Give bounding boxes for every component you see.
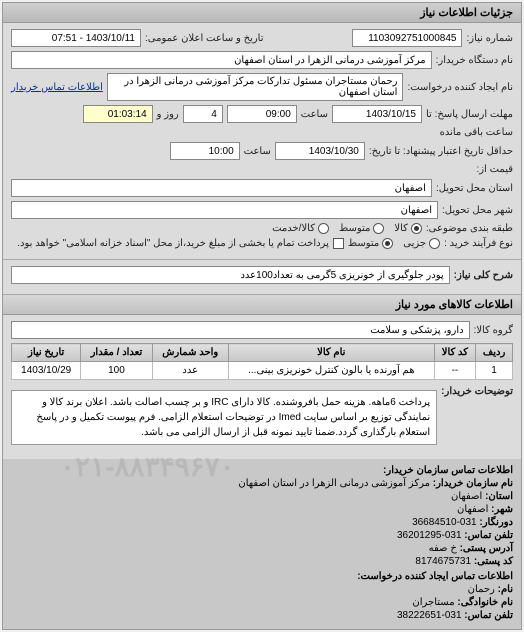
validity-date-field: 1403/10/30 (275, 142, 365, 160)
contact-section: اطلاعات تماس سازمان خریدار: نام سازمان خ… (3, 459, 521, 629)
datetime-field: 1403/10/11 - 07:51 (11, 29, 141, 47)
price-from-label: قیمت از: (476, 164, 513, 175)
days-field: 4 (183, 105, 223, 123)
phone-label: تلفن تماس: (464, 530, 513, 541)
org-name-label: نام سازمان خریدار: (433, 478, 513, 489)
req-phone-value: 031-38222651 (397, 610, 462, 621)
province-field: اصفهان (11, 179, 432, 197)
province-label: استان محل تحویل: (436, 183, 513, 194)
col-unit: واحد شمارش (152, 344, 228, 362)
time-label-1: ساعت (301, 109, 328, 120)
notes-label: توضیحات خریدار: (441, 386, 513, 397)
days-label: روز و (157, 109, 179, 120)
radio-medium-cat-label: متوسط (339, 223, 370, 234)
contact-province-value: اصفهان (451, 491, 482, 502)
datetime-label: تاریخ و ساعت اعلان عمومی: (145, 33, 264, 44)
time-label-2: ساعت (244, 146, 271, 157)
contact-city-value: اصفهان (457, 504, 488, 515)
req-phone-label: تلفن تماس: (464, 610, 513, 621)
col-name: نام کالا (228, 344, 434, 362)
notes-text: پرداخت 6ماهه. هزینه حمل بافروشنده. کالا … (11, 390, 437, 445)
fax-value: 031-36684510 (412, 517, 477, 528)
request-number-label: شماره نیاز: (466, 33, 513, 44)
category-radio-group: کالا متوسط کالا/خدمت (272, 223, 422, 234)
response-date-field: 1403/10/15 (332, 105, 422, 123)
postal-value: 8174675731 (415, 556, 471, 567)
remaining-label: ساعت باقی مانده (440, 127, 513, 138)
city-field: اصفهان (11, 201, 438, 219)
panel-title: جزئیات اطلاعات نیاز (3, 3, 521, 23)
contact-province-label: استان: (485, 491, 513, 502)
lname-value: مستاجران (412, 597, 454, 608)
goods-section-title: اطلاعات کالاهای مورد نیاز (3, 294, 521, 315)
address-label: آدرس پستی: (460, 543, 513, 554)
buyer-org-label: نام دستگاه خریدار: (436, 55, 513, 66)
fname-label: نام: (498, 584, 513, 595)
cell-unit: عدد (152, 362, 228, 380)
radio-kala-circle (411, 223, 422, 234)
radio-service-circle (318, 223, 329, 234)
org-name-value: مرکز آموزشی درمانی الزهرا در استان اصفها… (238, 478, 430, 489)
cell-row: 1 (476, 362, 513, 380)
radio-medium-cat-circle (373, 223, 384, 234)
contact-org-title: اطلاعات تماس سازمان خریدار: (11, 465, 513, 476)
contact-link[interactable]: اطلاعات تماس خریدار (11, 82, 103, 93)
table-row[interactable]: 1 -- هم آورنده یا بالون کنترل خونریزی بی… (12, 362, 513, 380)
group-label: گروه کالا: (474, 325, 513, 336)
fax-label: دورنگار: (479, 517, 513, 528)
desc-title: شرح کلی نیاز: (454, 270, 513, 281)
cell-qty: 100 (81, 362, 152, 380)
address-value: خ صفه (429, 543, 457, 554)
radio-partial-circle (429, 238, 440, 249)
contact-city-label: شهر: (491, 504, 513, 515)
cell-name: هم آورنده یا بالون کنترل خونریزی بینی... (228, 362, 434, 380)
cell-date: 1403/10/29 (12, 362, 81, 380)
radio-service-label: کالا/خدمت (272, 223, 315, 234)
requester-field: رحمان مستاجران مسئول تدارکات مرکز آموزشی… (107, 73, 404, 101)
radio-medium-proc-label: متوسط (348, 238, 379, 249)
category-label: طبقه بندی موضوعی: (426, 223, 513, 234)
radio-medium-proc-circle (382, 238, 393, 249)
col-code: کد کالا (434, 344, 475, 362)
radio-service[interactable]: کالا/خدمت (272, 223, 329, 234)
fname-value: رحمان (468, 584, 495, 595)
remaining-time-field: 01:03:14 (83, 105, 153, 123)
phone-value: 031-36201295 (397, 530, 462, 541)
col-row: ردیف (476, 344, 513, 362)
process-note: پرداخت تمام یا بخشی از مبلغ خرید،از محل … (17, 238, 329, 249)
process-label: نوع فرآیند خرید : (444, 238, 513, 249)
radio-medium-cat[interactable]: متوسط (339, 223, 384, 234)
col-date: تاریخ نیاز (12, 344, 81, 362)
req-title: اطلاعات تماس ایجاد کننده درخواست: (11, 571, 513, 582)
lname-label: نام خانوادگی: (457, 597, 513, 608)
radio-medium-proc[interactable]: متوسط (348, 238, 393, 249)
postal-label: کد پستی: (474, 556, 513, 567)
city-label: شهر محل تحویل: (442, 205, 513, 216)
radio-kala-label: کالا (394, 223, 408, 234)
request-number-field: 1103092751000845 (352, 29, 462, 47)
radio-partial[interactable]: جزیی (403, 238, 440, 249)
goods-table: ردیف کد کالا نام کالا واحد شمارش تعداد /… (11, 343, 513, 380)
response-deadline-label: مهلت ارسال پاسخ: تا (426, 109, 513, 120)
radio-kala[interactable]: کالا (394, 223, 422, 234)
radio-partial-label: جزیی (403, 238, 426, 249)
validity-time-field: 10:00 (170, 142, 240, 160)
cell-code: -- (434, 362, 475, 380)
validity-label: حداقل تاریخ اعتبار پیشنهاد: تا تاریخ: (369, 146, 513, 157)
buyer-org-field: مرکز آموزشی درمانی الزهرا در استان اصفها… (11, 51, 432, 69)
group-field: دارو، پزشکی و سلامت (11, 321, 470, 339)
process-radio-group: جزیی متوسط (348, 238, 440, 249)
treasury-checkbox[interactable] (333, 238, 344, 249)
desc-field: پودر جلوگیری از خونریزی 5گرمی به تعداد10… (11, 266, 450, 284)
response-time-field: 09:00 (227, 105, 297, 123)
col-qty: تعداد / مقدار (81, 344, 152, 362)
requester-label: نام ایجاد کننده درخواست: (407, 82, 513, 93)
